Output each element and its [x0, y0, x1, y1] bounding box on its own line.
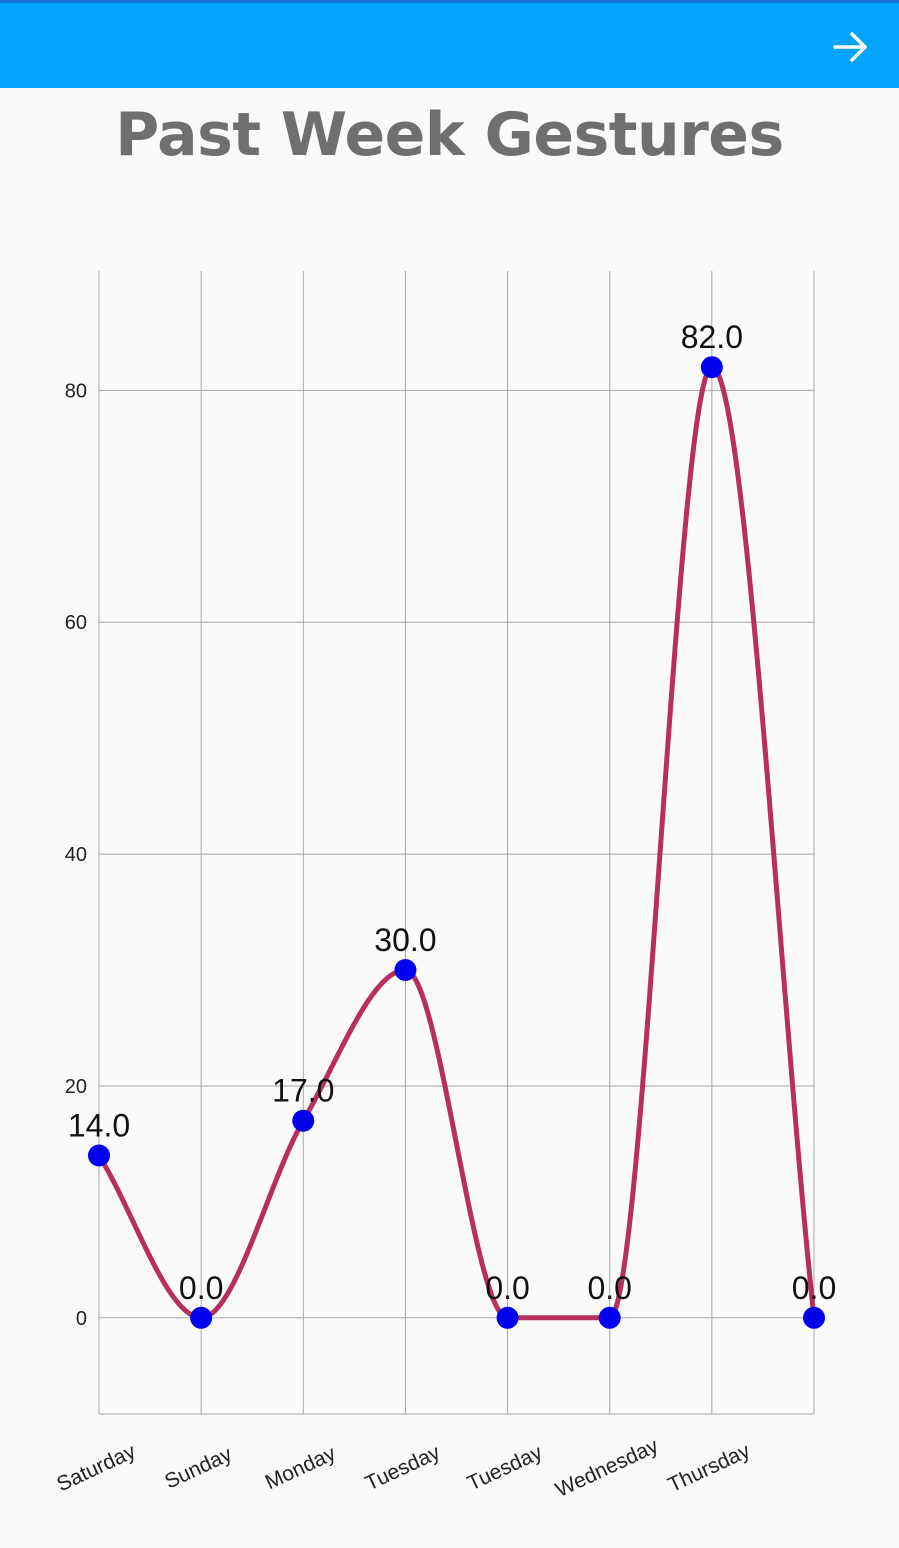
data-point — [88, 1144, 110, 1167]
x-tick-label: Saturday — [53, 1440, 139, 1497]
data-point — [700, 356, 723, 379]
data-point — [394, 959, 417, 982]
data-point — [803, 1306, 825, 1329]
x-tick-label: Wednesday — [552, 1434, 662, 1502]
series-line — [96, 364, 817, 1321]
x-tick-label: Thursday — [665, 1439, 755, 1497]
data-label: 0.0 — [792, 1270, 836, 1306]
data-point — [292, 1109, 315, 1132]
x-tick-label: Sunday — [161, 1442, 236, 1493]
data-point — [190, 1306, 213, 1329]
y-tick-label: 80 — [65, 380, 87, 402]
data-label: 17.0 — [272, 1073, 334, 1109]
y-tick-label: 60 — [65, 612, 87, 634]
page-title: Past Week Gestures — [115, 100, 784, 170]
data-point — [598, 1306, 621, 1329]
x-tick-label: Tuesday — [362, 1441, 444, 1496]
data-label: 0.0 — [179, 1270, 223, 1306]
y-tick-label: 40 — [65, 844, 87, 866]
data-label: 82.0 — [681, 319, 743, 355]
app-bar — [0, 0, 899, 88]
next-button[interactable] — [823, 19, 879, 75]
y-tick-label: 0 — [76, 1308, 87, 1330]
x-tick-label: Tuesday — [464, 1441, 546, 1496]
x-tick-label: Monday — [262, 1442, 340, 1495]
arrow-right-icon — [833, 32, 867, 62]
data-label: 14.0 — [68, 1107, 130, 1143]
data-label: 0.0 — [587, 1270, 631, 1306]
y-tick-label: 20 — [65, 1076, 87, 1098]
data-label: 0.0 — [485, 1270, 529, 1306]
data-label: 30.0 — [374, 922, 436, 958]
data-point — [496, 1306, 519, 1329]
